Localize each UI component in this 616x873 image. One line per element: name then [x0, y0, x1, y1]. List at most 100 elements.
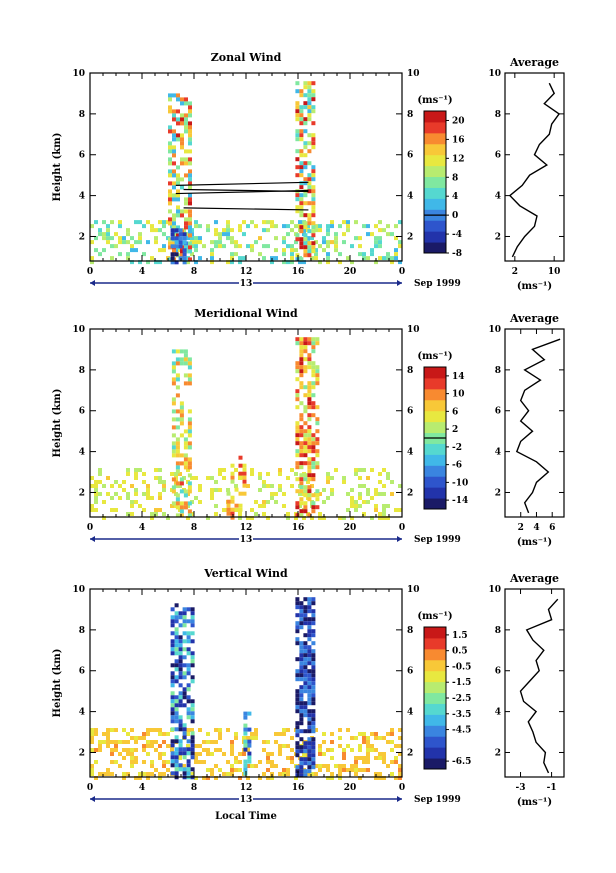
heatmap-cell: [188, 197, 192, 202]
heatmap-cell: [183, 505, 188, 510]
heatmap-cell: [172, 153, 176, 158]
heatmap-cell: [214, 480, 218, 484]
heatmap-cell: [378, 736, 382, 740]
colorbar-tick-label: 10: [452, 390, 465, 400]
heatmap-cell: [303, 509, 308, 514]
heatmap-cell: [178, 623, 183, 628]
heatmap-cell: [302, 516, 306, 520]
heatmap-cell: [187, 377, 192, 382]
heatmap-cell: [238, 768, 242, 772]
heatmap-cell: [350, 748, 354, 752]
heatmap-cell: [110, 760, 114, 764]
heatmap-cell: [298, 504, 302, 508]
average-y-tick-label: 8: [495, 626, 501, 636]
heatmap-cell: [171, 381, 176, 386]
heatmap-cell: [307, 229, 312, 234]
heatmap-cell: [171, 409, 176, 414]
heatmap-cell: [170, 260, 175, 265]
heatmap-cell: [290, 756, 294, 760]
heatmap-cell: [188, 185, 192, 190]
heatmap-cell: [342, 764, 346, 768]
heatmap-cell: [174, 472, 178, 476]
heatmap-cell: [307, 253, 312, 258]
heatmap-cell: [171, 449, 176, 454]
heatmap-cell: [230, 752, 234, 756]
heatmap-cell: [102, 220, 106, 225]
heatmap-cell: [202, 776, 206, 780]
heatmap-cell: [274, 732, 278, 736]
heatmap-cell: [262, 748, 266, 752]
heatmap-cell: [342, 232, 346, 237]
date-label: Sep 1999: [414, 535, 461, 545]
y-tick-label: 6: [79, 667, 85, 677]
heatmap-cell: [218, 244, 222, 249]
heatmap-cell: [230, 495, 235, 500]
heatmap-cell: [214, 748, 218, 752]
heatmap-cell: [190, 751, 195, 756]
heatmap-cell: [170, 607, 175, 612]
heatmap-cell: [158, 732, 162, 736]
heatmap-cell: [315, 365, 320, 370]
heatmap-cell: [342, 516, 346, 520]
heatmap-cell: [398, 764, 402, 768]
heatmap-cell: [295, 393, 300, 398]
heatmap-cell: [374, 488, 378, 492]
heatmap-cell: [150, 740, 154, 744]
heatmap-cell: [307, 189, 312, 194]
heatmap-cell: [176, 133, 180, 138]
heatmap-cell: [378, 492, 382, 496]
heatmap-cell: [234, 484, 238, 488]
heatmap-cell: [315, 505, 320, 510]
heatmap-cell: [179, 413, 184, 418]
heatmap-cell: [154, 476, 158, 480]
heatmap-cell: [146, 740, 150, 744]
heatmap-cell: [184, 125, 188, 130]
heatmap-cell: [295, 701, 300, 706]
heatmap-cell: [250, 508, 254, 512]
heatmap-cell: [366, 752, 370, 756]
colorbar-segment: [424, 231, 446, 243]
heatmap-cell: [243, 771, 248, 776]
heatmap-cell: [299, 89, 304, 94]
heatmap-cell: [270, 492, 274, 496]
heatmap-cell: [98, 748, 102, 752]
heatmap-cell: [295, 501, 300, 506]
heatmap-cell: [295, 253, 300, 258]
heatmap-cell: [318, 744, 322, 748]
heatmap-cell: [188, 229, 192, 234]
heatmap-cell: [274, 224, 278, 229]
heatmap-cell: [303, 241, 308, 246]
heatmap-cell: [234, 760, 238, 764]
heatmap-cell: [266, 220, 270, 225]
heatmap-cell: [299, 201, 304, 206]
heatmap-cell: [303, 677, 308, 682]
heatmap-cell: [126, 232, 130, 237]
heatmap-cell: [362, 224, 366, 229]
heatmap-cell: [218, 488, 222, 492]
heatmap-cell: [299, 113, 304, 118]
heatmap-cell: [311, 81, 316, 86]
heatmap-cell: [350, 260, 354, 265]
heatmap-cell: [366, 488, 370, 492]
heatmap-cell: [350, 768, 354, 772]
heatmap-cell: [170, 504, 174, 508]
heatmap-cell: [170, 244, 175, 249]
heatmap-cell: [214, 232, 218, 237]
heatmap-cell: [214, 728, 218, 732]
heatmap-cell: [358, 776, 362, 780]
heatmap-cell: [179, 477, 184, 482]
heatmap-cell: [246, 484, 250, 488]
heatmap-cell: [174, 759, 179, 764]
heatmap-cell: [390, 748, 394, 752]
heatmap-cell: [282, 248, 286, 253]
heatmap-cell: [330, 476, 334, 480]
heatmap-cell: [146, 240, 150, 245]
heatmap-cell: [226, 760, 230, 764]
heatmap-cell: [170, 256, 175, 261]
heatmap-cell: [290, 760, 294, 764]
heatmap-cell: [303, 145, 308, 150]
heatmap-cell: [170, 691, 175, 696]
heatmap-cell: [334, 764, 338, 768]
heatmap-cell: [172, 113, 176, 118]
